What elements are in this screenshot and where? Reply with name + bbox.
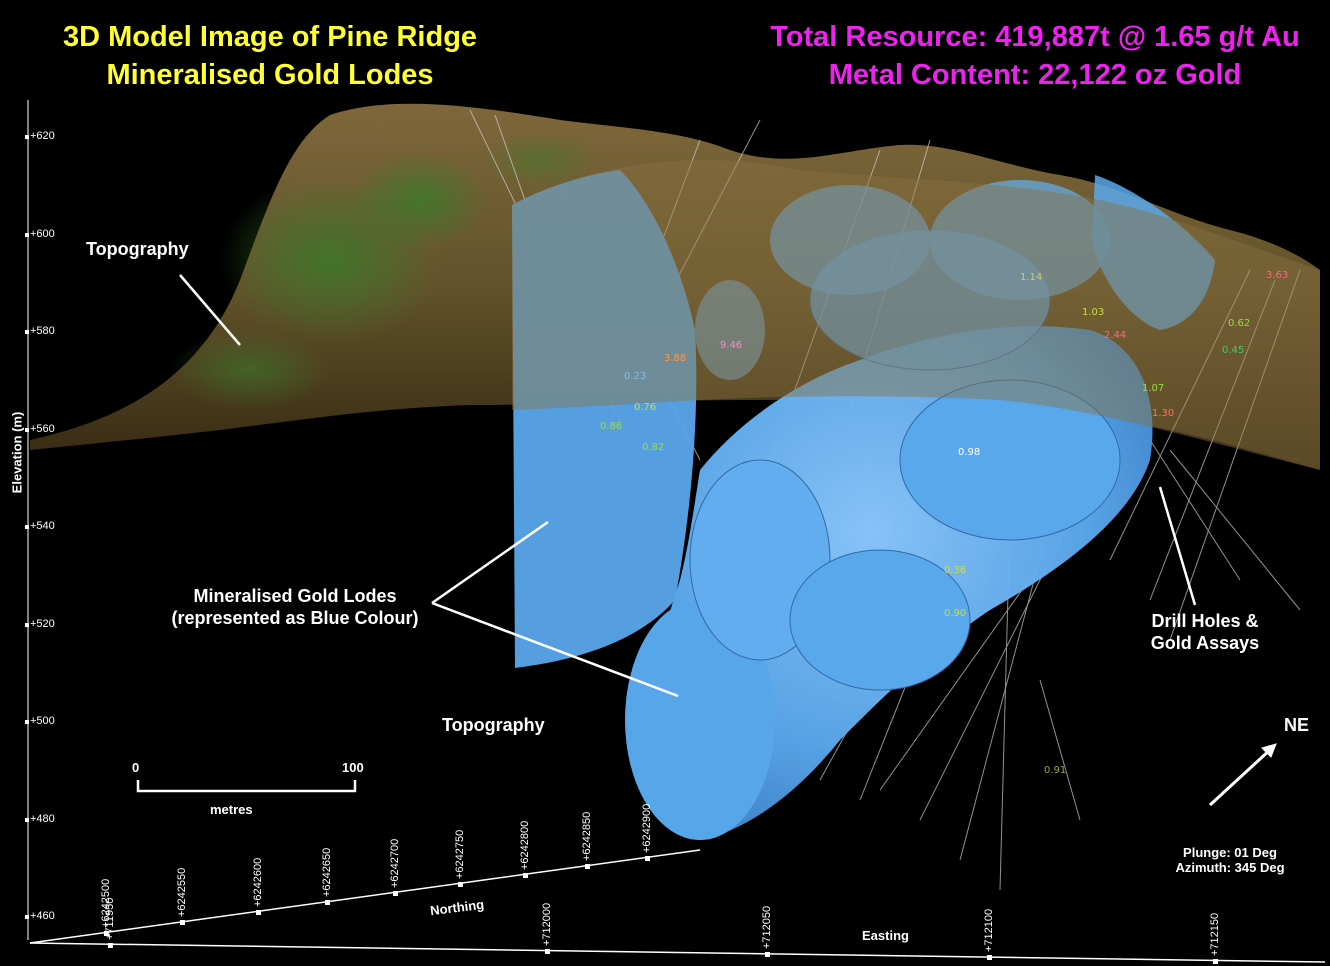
northing-tick: +6242650: [321, 847, 333, 897]
northing-tick: +6242750: [454, 829, 466, 879]
assay-value: 1.07: [1142, 383, 1165, 394]
resource-summary: Total Resource: 419,887t @ 1.65 g/t Au M…: [745, 18, 1325, 94]
elevation-tick: +540: [30, 520, 55, 532]
assay-value: 1.03: [1082, 307, 1105, 318]
callout-lines: [179, 274, 1197, 698]
lode-pod: [770, 185, 930, 295]
northing-tick: +6242600: [252, 857, 264, 907]
easting-axis: [29, 942, 1326, 963]
easting-tick: +712050: [761, 905, 773, 949]
northing-tick: +6242900: [641, 803, 653, 853]
assay-value: 0.91: [1044, 765, 1067, 776]
lode-lower-pod: [625, 600, 775, 840]
north-arrow-icon: [1208, 743, 1277, 807]
north-arrow-label: NE: [1284, 715, 1310, 735]
assay-value: 1.30: [1152, 408, 1175, 419]
drill-holes-label-line2: Gold Assays: [1150, 633, 1260, 653]
azimuth-value: Azimuth: 345 Deg: [1175, 860, 1285, 875]
lodes-label: Mineralised Gold Lodes (represented as B…: [160, 585, 430, 629]
gold-lodes: [512, 170, 1215, 840]
model-title: 3D Model Image of Pine Ridge Mineralised…: [20, 18, 520, 94]
axis-tick-marks: [104, 856, 1218, 964]
model-title-line1: 3D Model Image of Pine Ridge: [62, 21, 478, 53]
northing-tick: +6242800: [519, 820, 531, 870]
elevation-tick-marks: [25, 135, 29, 919]
elevation-tick: +520: [30, 618, 55, 630]
plunge-value: Plunge: 01 Deg: [1183, 845, 1277, 860]
northing-tick: +6242550: [176, 867, 188, 917]
easting-tick: +711950: [104, 897, 116, 940]
elevation-tick: +460: [30, 910, 55, 922]
topography-vegetation: [350, 150, 490, 250]
scale-start: 0: [132, 760, 140, 775]
elevation-tick: +480: [30, 813, 55, 825]
assay-value: 0.45: [1222, 345, 1245, 356]
elevation-tick: +600: [30, 228, 55, 240]
assay-value: 0.82: [642, 442, 665, 453]
lode-pod: [695, 280, 765, 380]
scale-bar: [136, 780, 357, 793]
topography-label-upper: Topography: [86, 239, 189, 259]
resource-total: Total Resource: 419,887t @ 1.65 g/t Au: [770, 21, 1300, 53]
northing-tick: +6242850: [581, 811, 593, 861]
assay-value: 3.63: [1266, 270, 1289, 281]
assay-value: 0.98: [958, 447, 981, 458]
assay-value: 0.86: [600, 421, 623, 432]
assay-value: 0.36: [944, 565, 967, 576]
assay-value: 1.14: [1020, 272, 1043, 283]
drill-holes-label-line1: Drill Holes &: [1151, 611, 1259, 631]
topography-vegetation: [170, 330, 330, 410]
assay-value: 9.46: [720, 340, 743, 351]
topography-overlay: [512, 160, 1320, 471]
easting-tick: +712100: [983, 908, 995, 952]
elevation-tick: +580: [30, 325, 55, 337]
northing-axis: [29, 849, 701, 944]
lode-pod: [789, 549, 971, 691]
elevation-tick: +620: [30, 130, 55, 142]
easting-tick: +712000: [541, 902, 553, 946]
assay-value: 0.62: [1228, 318, 1251, 329]
topography-vegetation: [480, 130, 600, 190]
lode-pod: [930, 180, 1110, 300]
scale-end: 100: [342, 760, 364, 775]
assay-value: 0.90: [944, 608, 967, 619]
scale-unit: metres: [210, 802, 253, 817]
elevation-axis-label: Elevation (m): [9, 411, 25, 494]
assay-value: 0.76: [634, 402, 657, 413]
lode-pod: [899, 379, 1121, 541]
drill-holes-label: Drill Holes & Gold Assays: [1130, 610, 1280, 654]
lode-right-pod: [1092, 175, 1215, 330]
easting-axis-label: Easting: [862, 928, 909, 943]
lodes-label-line2: (represented as Blue Colour): [171, 608, 419, 628]
assay-value: 2.44: [1104, 330, 1127, 341]
model-title-line2: Mineralised Gold Lodes: [106, 59, 434, 91]
assay-value: 0.23: [624, 371, 647, 382]
easting-tick: +712150: [1209, 912, 1221, 956]
lode-left-slab: [512, 170, 697, 668]
elevation-tick: +560: [30, 423, 55, 435]
elevation-tick: +500: [30, 715, 55, 727]
topography-label-lower: Topography: [442, 715, 545, 735]
resource-metal-content: Metal Content: 22,122 oz Gold: [828, 59, 1242, 91]
assay-value: 3.88: [664, 353, 687, 364]
northing-tick: +6242700: [389, 838, 401, 888]
view-orientation: Plunge: 01 Deg Azimuth: 345 Deg: [1150, 845, 1310, 875]
lodes-label-line1: Mineralised Gold Lodes: [193, 586, 397, 606]
